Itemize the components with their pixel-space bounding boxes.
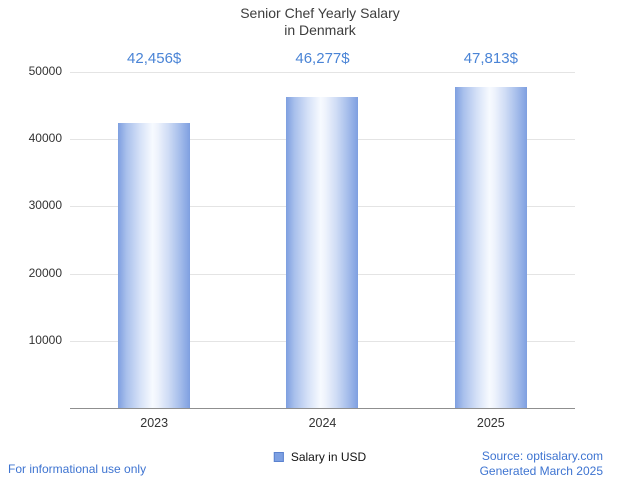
bar-column-2023 [70,72,238,408]
y-tick-40000: 40000 [28,131,62,145]
bar-column-2024 [238,72,406,408]
value-label-2025: 47,813$ [463,50,518,67]
y-tick-50000: 50000 [28,64,62,78]
legend-swatch-icon [273,452,284,462]
plot-area [70,72,575,408]
x-labels-row: 2023 2024 2025 [70,416,575,430]
footer-disclaimer: For informational use only [8,462,147,476]
x-tick-2025: 2025 [476,416,505,430]
y-tick-20000: 20000 [28,266,62,280]
source-link[interactable]: Source: optisalary.com [481,449,603,463]
y-tick-30000: 30000 [28,198,62,212]
bar-2024 [286,97,359,408]
bar-2023 [118,122,191,408]
footer-source-block: Source: optisalary.com Generated March 2… [480,449,603,479]
x-tick-2023: 2023 [140,416,169,430]
value-label-2023: 42,456$ [127,50,182,67]
value-label-2024: 46,277$ [295,50,350,67]
value-labels-row: 42,456$ 46,277$ 47,813$ [70,50,575,72]
chart-title-line1: Senior Chef Yearly Salary [240,5,400,21]
legend: Salary in USD [273,450,367,464]
x-axis-line [70,408,575,409]
bar-column-2025 [407,72,575,408]
bars-row [70,72,575,408]
legend-label: Salary in USD [290,450,367,464]
gridline-50000 [70,72,575,73]
x-tick-2024: 2024 [308,416,337,430]
y-tick-10000: 10000 [28,333,62,347]
chart-title: Senior Chef Yearly Salary in Denmark [0,5,640,39]
bar-2025 [454,86,527,408]
chart-title-line2: in Denmark [284,22,356,38]
generated-date: Generated March 2025 [479,464,603,478]
